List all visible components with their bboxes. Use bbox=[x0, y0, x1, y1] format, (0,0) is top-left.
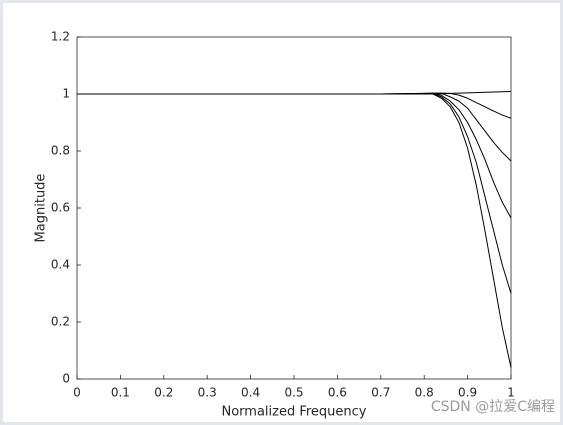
x-tick-label: 0.4 bbox=[241, 386, 260, 400]
x-tick-label: 0.3 bbox=[198, 386, 217, 400]
y-axis-label: Magnitude bbox=[34, 174, 49, 243]
watermark: CSDN @拉爱C编程 bbox=[431, 399, 555, 415]
x-tick-label: 0.2 bbox=[154, 386, 173, 400]
x-tick-label: 0.7 bbox=[371, 386, 390, 400]
x-tick-label: 1 bbox=[507, 386, 515, 400]
x-tick-label: 0.8 bbox=[415, 386, 434, 400]
x-tick-label: 0.1 bbox=[111, 386, 130, 400]
y-tick-label: 0.8 bbox=[51, 144, 70, 158]
x-tick-label: 0.5 bbox=[284, 386, 303, 400]
y-tick-label: 0.2 bbox=[51, 315, 70, 329]
y-tick-label: 1 bbox=[62, 87, 70, 101]
x-tick-label: 0.9 bbox=[458, 386, 477, 400]
plot-area bbox=[76, 36, 512, 380]
y-tick-label: 1.2 bbox=[51, 30, 70, 44]
y-tick-label: 0 bbox=[62, 372, 70, 386]
x-axis-label: Normalized Frequency bbox=[221, 405, 366, 420]
y-tick-label: 0.4 bbox=[51, 258, 70, 272]
series-line bbox=[77, 93, 512, 368]
x-tick-label: 0.6 bbox=[328, 386, 347, 400]
x-tick-label: 0 bbox=[73, 386, 81, 400]
y-tick-label: 0.6 bbox=[51, 201, 70, 215]
